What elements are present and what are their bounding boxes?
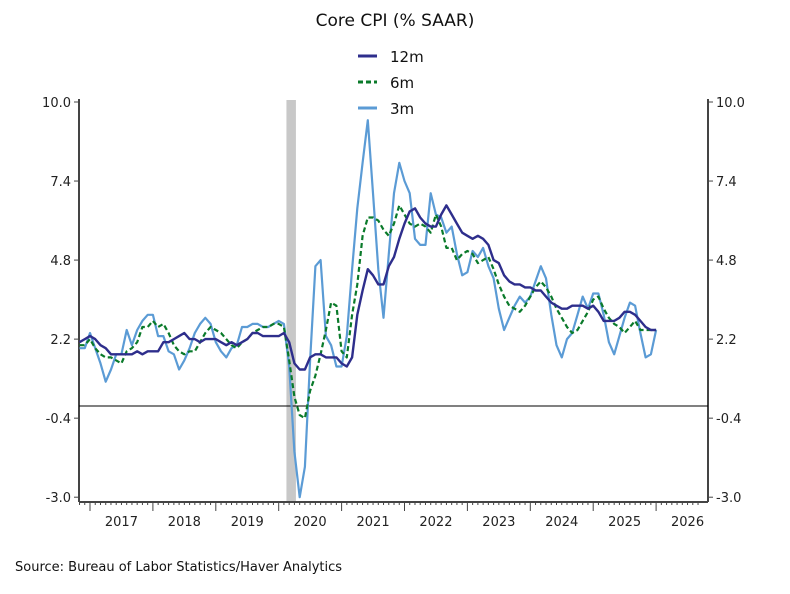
y-tick-label-left: -3.0 (46, 491, 71, 506)
y-tick-label-right: 10.0 (716, 96, 745, 111)
x-tick-label: 2024 (545, 515, 578, 530)
y-tick-label-right: -3.0 (716, 491, 741, 506)
legend-item-6m: 6m (358, 74, 414, 92)
series-line-12m (78, 204, 657, 371)
y-tick-label-right: 4.8 (716, 254, 737, 269)
y-tick-label-left: 4.8 (50, 254, 71, 269)
x-tick-label: 2021 (357, 515, 390, 530)
legend-label-3m: 3m (390, 100, 414, 118)
series-line-6m (79, 204, 657, 420)
x-tick-label: 2026 (671, 515, 704, 530)
y-tick-label-right: 7.4 (716, 175, 737, 190)
y-tick-label-right: 2.2 (716, 333, 737, 348)
y-tick-label-left: 10.0 (42, 96, 71, 111)
legend-label-12m: 12m (390, 48, 424, 66)
x-tick-label: 2018 (168, 515, 201, 530)
y-tick-label-left: 2.2 (50, 333, 71, 348)
legend: 12m 6m 3m (358, 48, 424, 118)
recession-layer (286, 100, 296, 502)
x-tick-label: 2025 (608, 515, 641, 530)
series-layer (78, 119, 658, 499)
y-tick-label-left: -0.4 (46, 412, 71, 427)
legend-item-3m: 3m (358, 100, 414, 118)
chart-title: Core CPI (% SAAR) (316, 11, 475, 31)
x-tick-label: 2020 (294, 515, 327, 530)
legend-label-6m: 6m (390, 74, 414, 92)
x-tick-label: 2017 (105, 515, 138, 530)
axes: 10.0 10.0 7.4 7.4 4.8 4.8 2.2 2.2 -0.4 -0.4 -3.0 -3… (42, 96, 745, 530)
series-line-3m (79, 119, 658, 499)
x-tick-label: 2019 (231, 515, 264, 530)
y-tick-label-left: 7.4 (50, 175, 71, 190)
source-note: Source: Bureau of Labor Statistics/Haver… (15, 560, 343, 575)
x-tick-label: 2022 (419, 515, 452, 530)
y-tick-label-right: -0.4 (716, 412, 741, 427)
legend-item-12m: 12m (358, 48, 424, 66)
x-tick-label: 2023 (482, 515, 515, 530)
recession-shading (286, 100, 296, 502)
